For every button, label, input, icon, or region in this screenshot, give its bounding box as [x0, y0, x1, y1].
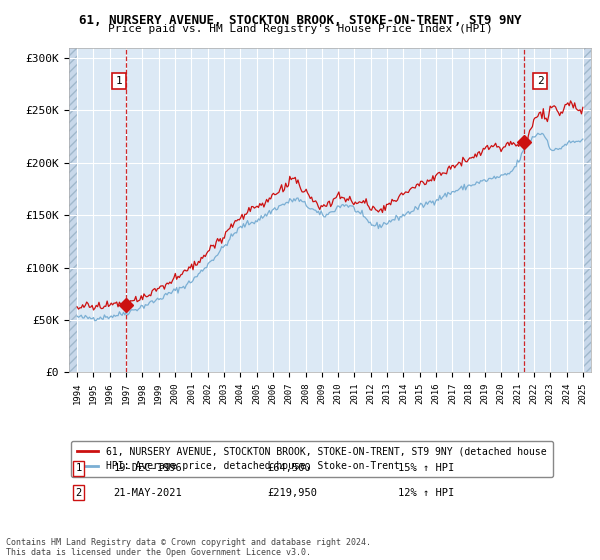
Text: 12% ↑ HPI: 12% ↑ HPI — [398, 488, 454, 498]
Text: 2: 2 — [75, 488, 82, 498]
Text: 19-DEC-1996: 19-DEC-1996 — [113, 463, 182, 473]
Text: 61, NURSERY AVENUE, STOCKTON BROOK, STOKE-ON-TRENT, ST9 9NY: 61, NURSERY AVENUE, STOCKTON BROOK, STOK… — [79, 14, 521, 27]
Legend: 61, NURSERY AVENUE, STOCKTON BROOK, STOKE-ON-TRENT, ST9 9NY (detached house, HPI: 61, NURSERY AVENUE, STOCKTON BROOK, STOK… — [71, 441, 553, 477]
Text: £219,950: £219,950 — [268, 488, 317, 498]
Text: Contains HM Land Registry data © Crown copyright and database right 2024.
This d: Contains HM Land Registry data © Crown c… — [6, 538, 371, 557]
Text: 21-MAY-2021: 21-MAY-2021 — [113, 488, 182, 498]
Bar — [583, 48, 591, 372]
Bar — [69, 48, 77, 372]
Text: 2: 2 — [537, 76, 544, 86]
Text: 1: 1 — [116, 76, 122, 86]
Text: 1: 1 — [75, 463, 82, 473]
Text: Price paid vs. HM Land Registry's House Price Index (HPI): Price paid vs. HM Land Registry's House … — [107, 24, 493, 34]
Text: 15% ↑ HPI: 15% ↑ HPI — [398, 463, 454, 473]
Text: £64,500: £64,500 — [268, 463, 311, 473]
